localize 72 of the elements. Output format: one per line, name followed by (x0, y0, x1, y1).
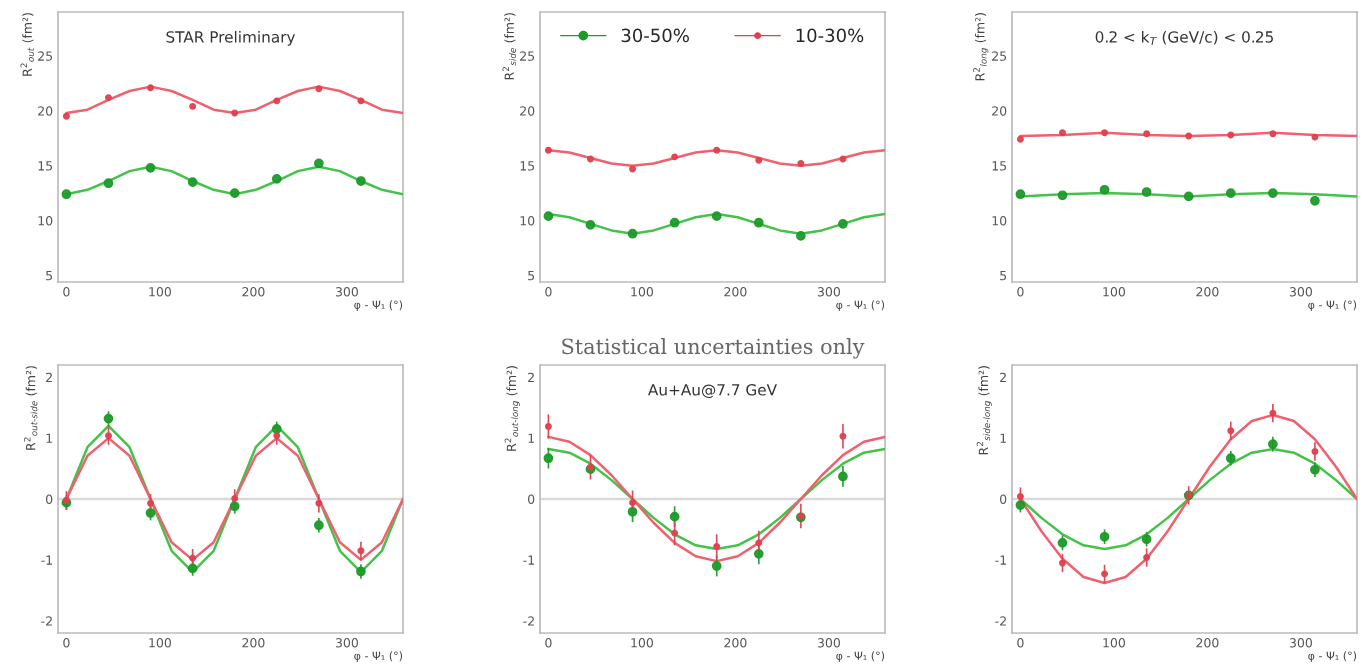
y-tick-label: 15 (38, 161, 53, 171)
y-tick-label: -2 (523, 616, 534, 626)
x-tick-label: 200 (242, 287, 265, 297)
x-tick-label: 100 (631, 287, 654, 297)
y-axis-title: R$^{2}$$_{out}$ (fm²) (20, 13, 34, 76)
x-tick-label: 200 (724, 287, 747, 297)
x-tick-label: 100 (1103, 638, 1126, 648)
y-tick-label: 15 (992, 161, 1007, 171)
y-tick-label: 15 (520, 161, 535, 171)
y-axis-title: R$^{2}$$_{out-side}$ (fm²) (23, 366, 38, 450)
y-tick-label: 1 (528, 433, 534, 443)
legend-label: 10-30% (796, 28, 864, 43)
y-tick-label: 0 (528, 494, 535, 504)
y-tick-label: 5 (1000, 271, 1007, 281)
annotation: 0.2 < k$_{T}$ (GeV/c) < 0.25 (1095, 30, 1273, 46)
y-tick-label: 25 (992, 51, 1007, 61)
y-tick-label: 2 (1000, 372, 1006, 382)
x-tick-label: 300 (817, 638, 840, 648)
y-tick-label: 0 (1000, 494, 1007, 504)
x-axis-title: φ - Ψ₁ (°) (354, 651, 403, 663)
y-tick-label: 20 (38, 106, 53, 116)
y-tick-label: 25 (38, 51, 53, 61)
y-tick-label: 10 (520, 216, 535, 226)
x-tick-label: 100 (149, 287, 172, 297)
y-tick-label: 5 (46, 271, 53, 281)
x-axis-title: φ - Ψ₁ (°) (1308, 651, 1357, 663)
y-tick-label: 0 (46, 494, 53, 504)
x-tick-label: 100 (631, 638, 654, 648)
legend-label: 30-50% (621, 28, 689, 43)
x-tick-label: 0 (63, 638, 70, 648)
y-axis-title: R$^{2}$$_{side-long}$ (fm²) (976, 366, 992, 455)
y-axis-title: R$^{2}$$_{out-long}$ (fm²) (504, 366, 520, 451)
x-tick-label: 0 (1017, 287, 1024, 297)
x-tick-label: 200 (242, 638, 265, 648)
x-tick-label: 300 (1289, 638, 1312, 648)
chart-title: Statistical uncertainties only (562, 338, 865, 359)
x-axis-title: φ - Ψ₁ (°) (354, 300, 403, 312)
x-tick-label: 100 (1103, 287, 1126, 297)
x-tick-label: 300 (335, 638, 358, 648)
y-tick-label: 20 (992, 106, 1007, 116)
x-tick-label: 200 (1196, 638, 1219, 648)
x-tick-label: 100 (149, 638, 172, 648)
y-tick-label: 2 (528, 372, 534, 382)
y-tick-label: -2 (41, 616, 52, 626)
y-tick-label: 1 (46, 433, 52, 443)
x-axis-title: φ - Ψ₁ (°) (836, 651, 885, 663)
x-axis-title: φ - Ψ₁ (°) (1308, 300, 1357, 312)
x-tick-label: 0 (545, 638, 552, 648)
y-tick-label: 25 (520, 51, 535, 61)
x-tick-label: 0 (1017, 638, 1024, 648)
y-tick-label: 5 (528, 271, 535, 281)
y-tick-label: -1 (41, 555, 52, 565)
y-tick-label: -1 (523, 555, 534, 565)
x-axis-title: φ - Ψ₁ (°) (836, 300, 885, 312)
y-tick-label: 10 (38, 216, 53, 226)
x-tick-label: 300 (335, 287, 358, 297)
x-tick-label: 200 (1196, 287, 1219, 297)
x-tick-label: 0 (545, 287, 552, 297)
y-axis-title: R$^{2}$$_{long}$ (fm²) (973, 13, 989, 81)
annotation: STAR Preliminary (166, 30, 296, 46)
x-tick-label: 300 (817, 287, 840, 297)
x-tick-label: 200 (724, 638, 747, 648)
y-tick-label: -2 (995, 616, 1006, 626)
x-tick-label: 0 (63, 287, 70, 297)
y-axis-title: R$^{2}$$_{side}$ (fm²) (502, 13, 516, 80)
y-tick-label: 2 (46, 372, 52, 382)
y-tick-label: -1 (995, 555, 1006, 565)
y-tick-label: 10 (992, 216, 1007, 226)
annotation: Au+Au@7.7 GeV (648, 384, 777, 399)
y-tick-label: 1 (1000, 433, 1006, 443)
y-tick-label: 20 (520, 106, 535, 116)
x-tick-label: 300 (1289, 287, 1312, 297)
